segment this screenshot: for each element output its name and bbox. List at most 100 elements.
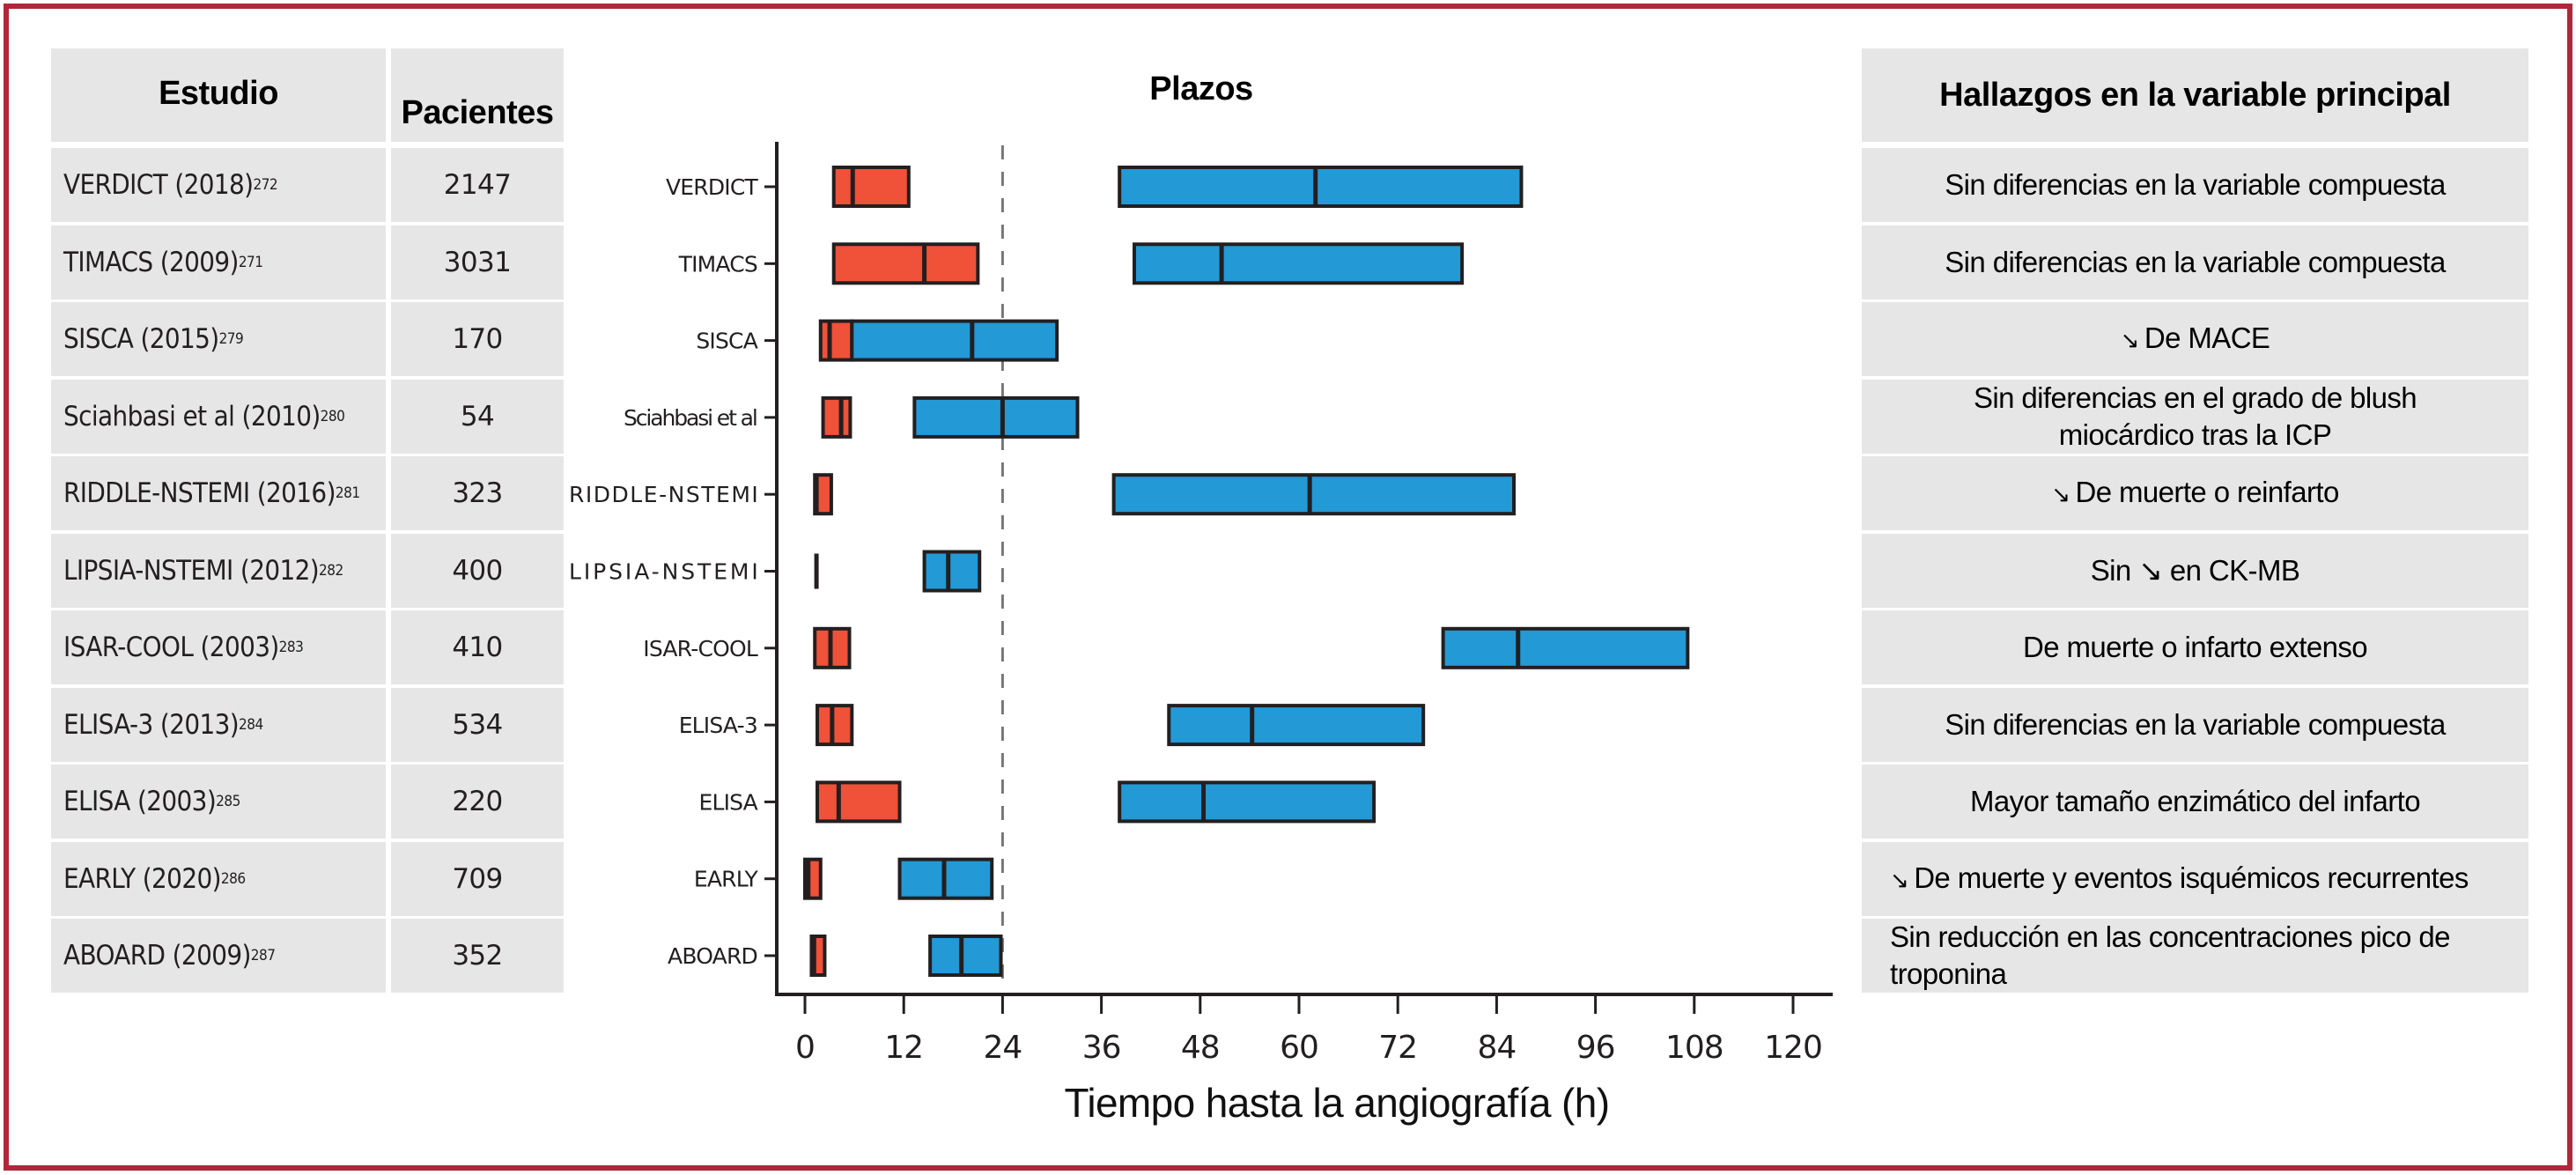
x-tick-label: 96 <box>1576 1030 1615 1066</box>
study-name: TIMACS (2009) <box>63 246 239 278</box>
y-tick-label: ISAR-COOL <box>643 636 758 661</box>
header-findings-label: Hallazgos en la variable principal <box>1939 76 2451 114</box>
study-cell: ISAR-COOL (2003) 283 <box>51 610 386 684</box>
x-tick-label: 108 <box>1665 1030 1723 1066</box>
finding-text: Sin diferencias en la variable compuesta <box>1945 707 2446 741</box>
finding-text-wrap: Mayor tamaño enzimático del infarto <box>1970 783 2421 820</box>
y-tick-label: ELISA-3 <box>679 713 757 738</box>
study-cell: EARLY (2020) 286 <box>51 841 386 916</box>
bar-delayed-7 <box>1167 704 1426 747</box>
study-cell: LIPSIA-NSTEMI (2012) 282 <box>51 533 386 608</box>
x-tick-label: 48 <box>1181 1030 1220 1066</box>
study-name: ISAR-COOL (2003) <box>63 632 279 663</box>
study-name: LIPSIA-NSTEMI (2012) <box>63 554 320 587</box>
study-name: Sciahbasi et al (2010) <box>63 400 321 432</box>
header-patients-label: Pacientes <box>401 93 554 131</box>
patients-count: 709 <box>452 862 503 895</box>
study-cell: ELISA-3 (2013) 284 <box>51 687 386 762</box>
finding-text-wrap: Sin reducción en las concentraciones pic… <box>1890 919 2471 993</box>
finding-text: Sin diferencias en el grado de blush mio… <box>1973 381 2417 451</box>
bar-delayed-10 <box>928 935 1003 977</box>
finding-cell: Mayor tamaño enzimático del infarto <box>1862 765 2528 839</box>
finding-cell: Sin ↘ en CK-MB <box>1862 533 2528 608</box>
patients-cell: 54 <box>391 379 564 454</box>
header-study: Estudio <box>51 48 386 142</box>
bar-delayed-0 <box>1118 166 1524 208</box>
finding-cell: Sin diferencias en el grado de blush mio… <box>1862 379 2528 454</box>
study-cell: ELISA (2003) 285 <box>51 765 386 839</box>
bar-delayed-5 <box>922 550 982 593</box>
patients-cell: 2147 <box>391 148 564 222</box>
finding-cell: De muerte o infarto extenso <box>1862 610 2528 684</box>
study-cell: VERDICT (2018) 272 <box>51 148 386 222</box>
bar-early-8 <box>816 780 902 824</box>
y-tick-label: ELISA <box>698 789 757 815</box>
finding-text-wrap: Sin ↘ en CK-MB <box>2091 552 2300 589</box>
y-tick-label: LIPSIA-NSTEMI <box>569 559 757 585</box>
bar-early-7 <box>816 704 854 747</box>
bar-early-1 <box>831 242 980 285</box>
y-tick-label: VERDICT <box>666 174 759 200</box>
patients-count: 410 <box>452 632 503 663</box>
patients-cell: 220 <box>391 765 564 839</box>
x-tick-label: 24 <box>983 1030 1022 1066</box>
bar-early-2 <box>818 319 854 362</box>
patients-cell: 709 <box>391 841 564 916</box>
study-cell: TIMACS (2009) 271 <box>51 225 386 299</box>
study-name: SISCA (2015) <box>63 323 219 355</box>
y-tick-label: TIMACS <box>678 251 757 277</box>
study-name: ABOARD (2009) <box>63 940 251 972</box>
study-cell: SISCA (2015) 279 <box>51 302 386 376</box>
bar-delayed-1 <box>1133 242 1465 285</box>
study-name: EARLY (2020) <box>63 862 222 895</box>
patients-count: 534 <box>452 708 503 741</box>
patients-count: 3031 <box>443 246 512 278</box>
decrease-arrow-icon: ↘ <box>2120 327 2140 353</box>
patients-cell: 534 <box>391 687 564 762</box>
study-cell: Sciahbasi et al (2010) 280 <box>51 379 386 454</box>
x-tick-label: 72 <box>1378 1030 1417 1066</box>
finding-text: Sin reducción en las concentraciones pic… <box>1890 920 2450 990</box>
study-name: RIDDLE-NSTEMI (2016) <box>63 477 336 509</box>
patients-count: 323 <box>452 477 503 509</box>
finding-text-wrap: ↘ De muerte y eventos isquémicos recurren… <box>1890 860 2469 898</box>
bar-early-3 <box>821 395 853 439</box>
bar-delayed-2 <box>850 319 1059 362</box>
finding-text-wrap: ↘ De MACE <box>2121 320 2270 358</box>
x-tick-label: 60 <box>1280 1030 1318 1066</box>
finding-cell: Sin diferencias en la variable compuesta <box>1862 148 2528 222</box>
y-tick-label: RIDDLE-NSTEMI <box>569 482 757 507</box>
patients-cell: 3031 <box>391 225 564 299</box>
finding-text: Sin ↘ en CK-MB <box>2090 553 2300 587</box>
y-tick-label: EARLY <box>694 867 759 892</box>
finding-text: De MACE <box>2144 321 2270 354</box>
study-cell: RIDDLE-NSTEMI (2016) 281 <box>51 456 386 530</box>
finding-text-wrap: Sin diferencias en la variable compuesta <box>1945 166 2446 203</box>
figure-frame <box>4 4 2572 1171</box>
study-name: VERDICT (2018) <box>63 169 254 201</box>
finding-text: De muerte o infarto extenso <box>2022 631 2368 663</box>
bar-delayed-6 <box>1441 626 1690 669</box>
bar-early-0 <box>831 166 911 208</box>
finding-cell: ↘ De muerte y eventos isquémicos recurren… <box>1862 841 2528 916</box>
header-findings: Hallazgos en la variable principal <box>1862 48 2528 142</box>
decrease-arrow-icon: ↘ <box>1890 866 1909 893</box>
finding-cell: Sin diferencias en la variable compuesta <box>1862 687 2528 762</box>
x-axis-title: Tiempo hasta la angiografía (h) <box>1065 1080 1610 1126</box>
x-tick-label: 12 <box>884 1030 923 1066</box>
patients-cell: 410 <box>391 610 564 684</box>
y-tick-label: SISCA <box>696 329 757 354</box>
study-cell: ABOARD (2009) 287 <box>51 919 386 993</box>
bar-delayed-3 <box>912 395 1080 439</box>
finding-text: Sin diferencias en la variable compuesta <box>1945 245 2446 278</box>
study-name: ELISA-3 (2013) <box>63 708 240 741</box>
patients-cell: 323 <box>391 456 564 530</box>
finding-text-wrap: Sin diferencias en el grado de blush mio… <box>1905 380 2486 454</box>
finding-cell: ↘ De muerte o reinfarto <box>1862 456 2528 530</box>
finding-cell: Sin reducción en las concentraciones pic… <box>1862 919 2528 993</box>
finding-text-wrap: ↘ De muerte o reinfarto <box>2051 474 2339 513</box>
header-study-label: Estudio <box>159 74 278 112</box>
finding-text: De muerte y eventos isquémicos recurrent… <box>1914 861 2469 894</box>
patients-cell: 400 <box>391 533 564 608</box>
